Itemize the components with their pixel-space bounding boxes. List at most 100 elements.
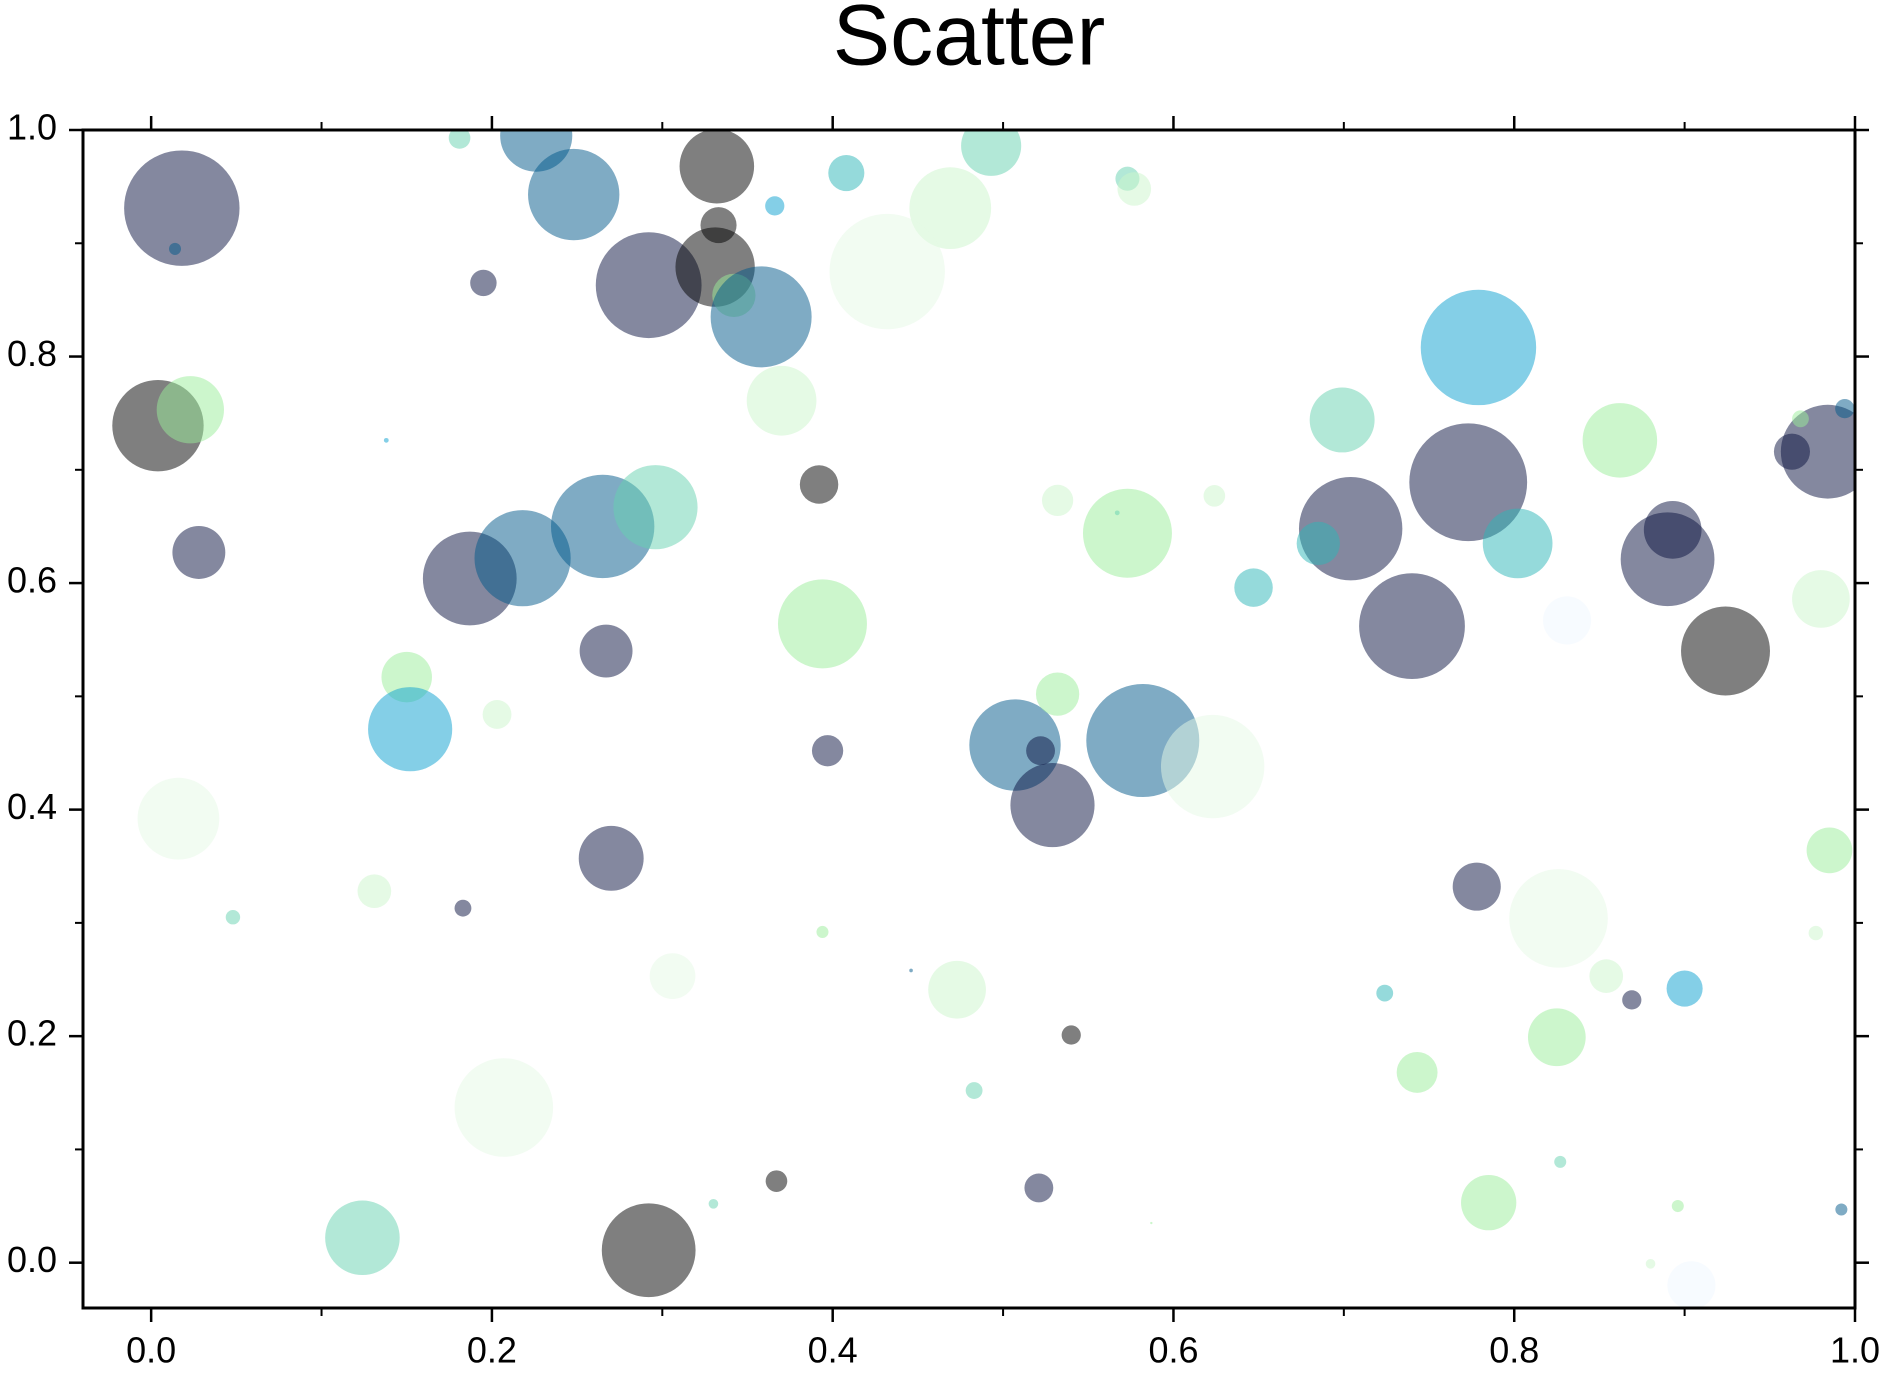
bubble bbox=[1808, 925, 1824, 941]
bubble bbox=[124, 150, 240, 266]
bubble bbox=[1026, 736, 1055, 766]
bubble bbox=[578, 825, 644, 891]
bubble bbox=[679, 130, 755, 204]
bubble bbox=[1482, 508, 1553, 579]
bubble bbox=[595, 232, 702, 339]
bubble bbox=[1452, 862, 1501, 911]
bubble bbox=[1543, 596, 1592, 645]
x-tick-label: 0.2 bbox=[467, 1330, 517, 1371]
bubble bbox=[777, 579, 867, 669]
bubble bbox=[1666, 970, 1703, 1007]
bubble bbox=[1671, 1200, 1684, 1213]
y-tick-label: 0.2 bbox=[7, 1013, 57, 1054]
frame bbox=[81, 128, 1857, 1310]
bubble bbox=[1117, 172, 1152, 206]
bubble bbox=[579, 624, 633, 678]
bubble bbox=[137, 777, 220, 860]
y-tick-label: 0.6 bbox=[7, 560, 57, 601]
points bbox=[112, 130, 1855, 1308]
bubble bbox=[909, 968, 913, 973]
y-tick-label: 1.0 bbox=[7, 107, 57, 148]
bubble bbox=[965, 1082, 983, 1099]
y-tick-label: 0.4 bbox=[7, 786, 57, 827]
bubble bbox=[601, 1203, 696, 1298]
bubble bbox=[1409, 423, 1528, 542]
bubble bbox=[482, 700, 512, 729]
bubble bbox=[746, 365, 817, 436]
bubble bbox=[1082, 488, 1172, 578]
y-tick-label: 0.0 bbox=[7, 1239, 57, 1280]
bubble bbox=[1589, 959, 1624, 993]
bubble bbox=[1035, 672, 1080, 716]
bubble bbox=[811, 735, 844, 767]
bubble bbox=[1024, 1173, 1054, 1203]
bubble bbox=[1835, 399, 1855, 419]
bubble bbox=[1792, 570, 1850, 628]
bubble bbox=[156, 376, 225, 444]
bubble bbox=[1645, 1259, 1656, 1269]
bubble bbox=[357, 874, 392, 909]
bubble bbox=[765, 1170, 788, 1192]
bubble bbox=[1396, 1051, 1438, 1093]
bubble bbox=[708, 1198, 719, 1209]
bubble bbox=[961, 130, 1022, 176]
bubble bbox=[909, 167, 992, 250]
bubble bbox=[368, 687, 453, 772]
x-tick-label: 1.0 bbox=[1830, 1330, 1880, 1371]
bubble bbox=[225, 910, 241, 925]
bubble bbox=[1114, 510, 1120, 516]
bubble bbox=[1296, 521, 1340, 566]
bubble bbox=[1150, 1221, 1153, 1225]
bubble bbox=[1010, 763, 1095, 848]
bubble bbox=[1461, 1175, 1517, 1231]
bubble bbox=[1681, 606, 1770, 696]
bubble bbox=[829, 213, 945, 330]
x-tick-label: 0.6 bbox=[1148, 1330, 1198, 1371]
bubble bbox=[1835, 1203, 1848, 1216]
bubble bbox=[1234, 568, 1273, 607]
bubble bbox=[1554, 1155, 1567, 1168]
bubble bbox=[1160, 714, 1265, 819]
bubble bbox=[1509, 869, 1608, 968]
bubble bbox=[454, 1058, 554, 1157]
bubble bbox=[1620, 512, 1715, 607]
bubble bbox=[828, 155, 865, 192]
x-tick-label: 0.8 bbox=[1489, 1330, 1539, 1371]
bubble bbox=[1359, 573, 1465, 680]
bubble bbox=[168, 242, 182, 255]
bubble bbox=[383, 437, 389, 443]
bubble bbox=[799, 465, 839, 504]
chart-title: Scatter bbox=[833, 0, 1105, 84]
bubble bbox=[1806, 827, 1853, 874]
bubble bbox=[765, 196, 785, 216]
bubble bbox=[1622, 990, 1642, 1010]
bubble bbox=[1667, 1261, 1716, 1308]
bubble bbox=[470, 269, 497, 297]
bubble bbox=[649, 953, 696, 999]
bubble bbox=[454, 899, 472, 917]
bubble bbox=[528, 148, 620, 241]
bubble bbox=[613, 465, 698, 550]
bubble bbox=[1780, 404, 1855, 499]
bubble bbox=[1376, 984, 1394, 1002]
bubble bbox=[928, 960, 986, 1019]
bubble bbox=[1792, 410, 1809, 428]
bubble bbox=[172, 526, 226, 579]
bubble bbox=[1061, 1025, 1081, 1045]
bubble bbox=[816, 925, 829, 938]
bubble bbox=[1527, 1008, 1586, 1067]
bubble bbox=[474, 510, 571, 607]
bubble bbox=[1420, 289, 1537, 406]
bubble bbox=[1309, 387, 1375, 453]
bubble bbox=[1041, 484, 1074, 517]
y-tick-label: 0.8 bbox=[7, 333, 57, 374]
bubble bbox=[325, 1200, 400, 1276]
bubble bbox=[1203, 485, 1226, 507]
bubble bbox=[1582, 403, 1658, 478]
x-tick-label: 0.4 bbox=[808, 1330, 858, 1371]
bubble bbox=[710, 266, 812, 368]
x-tick-label: 0.0 bbox=[126, 1330, 176, 1371]
bubble bbox=[448, 130, 471, 149]
